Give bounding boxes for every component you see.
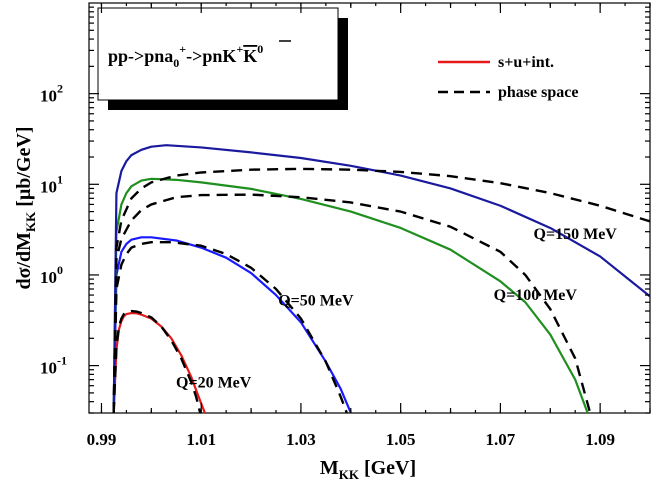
y-tick-label: 100 — [40, 263, 63, 287]
x-axis-title: MKK [GeV] — [320, 457, 416, 482]
series-curve-3 — [112, 240, 348, 414]
y-tick-label: 10-1 — [40, 354, 67, 378]
x-tick-label: 1.07 — [486, 430, 516, 449]
y-tick-labels: 10-1 100 101 102 — [40, 82, 67, 378]
x-tick-labels: 0.99 1.01 1.03 1.05 1.07 1.09 — [87, 430, 615, 449]
y-tick-label: 101 — [40, 172, 63, 196]
y-axis-title: dσ/dMKK [μb/GeV] — [13, 126, 38, 289]
annotations: Q=20 MeV Q=50 MeV Q=100 MeV Q=150 MeV — [176, 226, 617, 392]
series-curve-5 — [112, 193, 592, 414]
annotation-label: Q=20 MeV — [176, 375, 252, 392]
annotation-label: Q=50 MeV — [278, 293, 354, 310]
x-tick-label: 0.99 — [87, 430, 117, 449]
series-curve-0 — [112, 311, 206, 414]
series-curve-2 — [112, 236, 352, 414]
series-curve-4 — [112, 177, 589, 414]
axis-ticks — [89, 3, 651, 414]
legend-label-phase-space: phase space — [498, 84, 578, 101]
series-curve-6 — [112, 144, 651, 414]
plot-frame — [88, 2, 651, 414]
title-box — [97, 7, 339, 101]
series-curve-7 — [112, 167, 651, 414]
legend: s+u+int. phase space — [438, 54, 578, 101]
y-tick-label: 102 — [40, 82, 63, 106]
x-tick-label: 1.09 — [585, 430, 615, 449]
annotation-label: Q=100 MeV — [494, 287, 578, 304]
x-tick-label: 1.01 — [186, 430, 216, 449]
annotation-label: Q=150 MeV — [534, 226, 618, 243]
chart-title: pp->pna0+->pnK+K0 — [108, 42, 263, 70]
legend-label-s-u-int: s+u+int. — [498, 54, 554, 71]
x-tick-label: 1.03 — [286, 430, 316, 449]
x-tick-label: 1.05 — [386, 430, 416, 449]
series-curve-1 — [112, 309, 202, 414]
curves — [112, 144, 651, 414]
